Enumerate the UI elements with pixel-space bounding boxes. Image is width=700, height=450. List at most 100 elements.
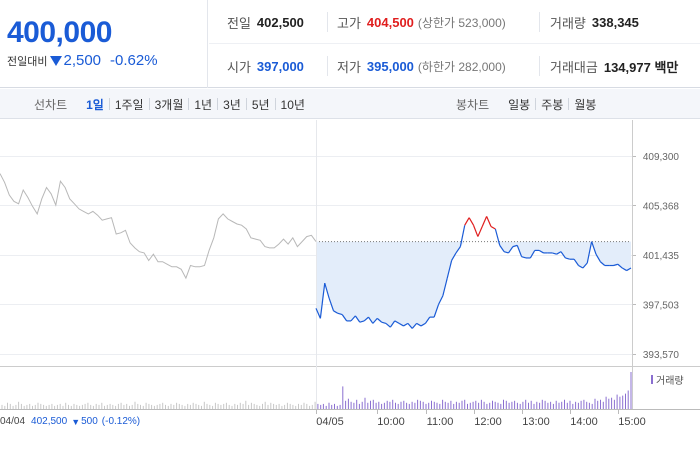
series-segment-today — [573, 258, 579, 266]
amount-value: 134,977 백만 — [603, 59, 679, 75]
candle-chart-title: 봉차트 — [456, 97, 490, 112]
prev-day-change-pct: (-0.12%) — [101, 416, 141, 427]
series-segment-today — [385, 322, 391, 328]
monthly-candle-tab[interactable]: 월봉 — [574, 97, 597, 112]
volume-bars — [1, 372, 632, 409]
volume-legend-swatch — [651, 375, 653, 384]
divider — [539, 12, 540, 32]
series-segment-today — [363, 316, 369, 322]
y-tick-label: 397,503 — [643, 300, 680, 311]
low-label: 저가 — [337, 59, 361, 75]
y-tick-label: 401,435 — [643, 251, 680, 262]
high-label: 고가 — [337, 15, 361, 31]
divider — [245, 98, 247, 110]
open-cell: 시가 397,000 — [227, 44, 304, 88]
series-segment-today — [442, 277, 448, 296]
series-segment-today — [350, 315, 356, 322]
info-row-2: 시가 397,000 저가 395,000 (하한가 282,000) 거래대금… — [209, 44, 700, 88]
series-segment-today — [613, 263, 619, 267]
open-value: 397,000 — [256, 58, 304, 74]
divider — [539, 56, 540, 76]
daily-candle-tab[interactable]: 일봉 — [508, 97, 531, 112]
quote-info-grid: 전일 402,500 고가 404,500 (상한가 523,000) 거래량 … — [209, 0, 700, 88]
y-axis: 409,300 405,368 401,435 397,503 393,570 — [643, 152, 680, 361]
info-row-1: 전일 402,500 고가 404,500 (상한가 523,000) 거래량 … — [209, 0, 700, 44]
series-segment-today — [337, 312, 343, 316]
series-segment-today — [446, 260, 453, 279]
series-segment-today — [626, 267, 632, 272]
period-1d-tab[interactable]: 1일 — [86, 97, 104, 112]
series-segment-today — [324, 282, 330, 299]
series-segment-today — [538, 249, 544, 254]
open-label: 시가 — [227, 59, 251, 75]
divider — [217, 98, 219, 110]
low-value: 395,000 — [366, 58, 414, 74]
series-segment-today — [529, 250, 536, 259]
series-segment-today — [591, 241, 597, 255]
lower-limit-text: (하한가 282,000) — [417, 59, 506, 74]
divider — [535, 98, 537, 110]
series-segment-today — [433, 304, 440, 318]
series-segment-today — [437, 295, 444, 305]
series-segment-today — [455, 246, 461, 254]
period-1y-tab[interactable]: 1년 — [194, 97, 213, 112]
candle-chart-periods: 봉차트 일봉 주봉 월봉 — [456, 89, 601, 119]
series-segment-today — [586, 241, 593, 264]
x-tick-label: 15:00 — [618, 416, 646, 428]
series-segment-today — [424, 316, 431, 324]
series-segment-today — [521, 256, 527, 259]
y-tick-label: 405,368 — [643, 201, 680, 212]
x-axis: 04/05 10:00 11:00 12:00 13:00 14:00 15:0… — [316, 409, 646, 428]
divider — [188, 98, 190, 110]
series-segment-today — [481, 216, 488, 227]
divider — [327, 56, 328, 76]
volume-label: 거래량 — [550, 15, 586, 31]
period-5y-tab[interactable]: 5년 — [251, 97, 270, 112]
reference-area — [316, 120, 631, 410]
prev-close-label: 전일 — [227, 15, 251, 31]
amount-cell: 거래대금 134,977 백만 — [550, 44, 678, 88]
prev-day-date: 04/04 — [0, 416, 26, 427]
series-segment-today — [389, 320, 396, 328]
period-1w-tab[interactable]: 1주일 — [114, 97, 144, 112]
series-segment-today — [333, 310, 339, 314]
x-tick-label: 04/05 — [316, 416, 344, 428]
series-segment-today — [508, 246, 514, 254]
down-arrow-icon — [50, 55, 63, 66]
series-segment-today — [403, 322, 409, 327]
series-segment-today — [459, 225, 466, 247]
x-tick-label: 14:00 — [570, 416, 598, 428]
y-tick-label: 409,300 — [643, 152, 680, 163]
series-segment-today — [407, 323, 413, 329]
prev-close-value: 402,500 — [256, 14, 304, 30]
period-3y-tab[interactable]: 3년 — [223, 97, 241, 112]
series-segment-today — [420, 322, 426, 327]
weekly-candle-tab[interactable]: 주봉 — [541, 97, 564, 112]
series-segment-today — [621, 267, 627, 272]
series-segment-today — [411, 323, 418, 329]
series-segment-today — [516, 245, 523, 257]
high-cell: 고가 404,500 (상한가 523,000) — [337, 0, 506, 44]
period-10y-tab[interactable]: 10년 — [280, 97, 305, 112]
series-segment-today — [503, 251, 509, 254]
amount-label: 거래대금 — [550, 59, 598, 75]
series-segment-today — [416, 322, 422, 327]
price-chart-svg: 409,300 405,368 401,435 397,503 393,570 … — [0, 120, 700, 428]
prev-day-summary: 04/04 402,500 ▼ 500 (-0.12%) — [0, 416, 140, 427]
price-chart[interactable]: 409,300 405,368 401,435 397,503 393,570 … — [0, 120, 700, 450]
prev-close-cell: 전일 402,500 — [227, 0, 304, 44]
series-segment-today — [381, 321, 387, 324]
quote-header: 400,000 전일대비 2,500 -0.62% 전일 402,500 고가 … — [0, 0, 700, 88]
series-segment-today — [472, 225, 479, 237]
divider — [148, 98, 150, 110]
x-tick-label: 12:00 — [474, 416, 502, 428]
series-segment-today — [499, 245, 505, 253]
low-cell: 저가 395,000 (하한가 282,000) — [337, 44, 506, 88]
series-segment-today — [578, 264, 584, 269]
series-line-prev-day — [0, 173, 317, 280]
period-3m-tab[interactable]: 3개월 — [154, 97, 184, 112]
line-chart-title: 선차트 — [34, 97, 68, 112]
series-segment-today — [315, 308, 321, 319]
series-segment-today — [565, 257, 570, 260]
divider — [274, 98, 276, 110]
